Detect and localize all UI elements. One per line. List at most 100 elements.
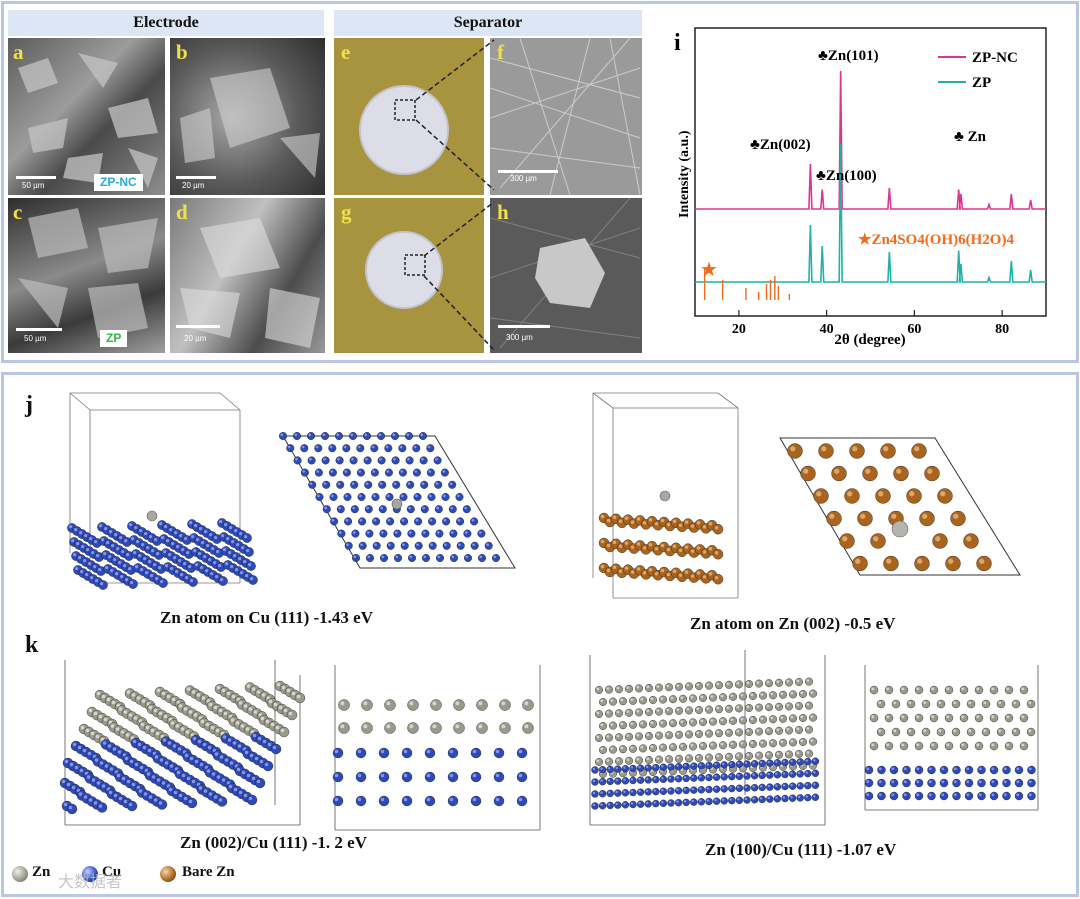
- zn-atom-highlight: [706, 707, 710, 710]
- zn-atom-highlight: [93, 711, 98, 716]
- cu-atom-highlight: [143, 557, 147, 561]
- zn-atom: [798, 737, 807, 746]
- cu-atom-highlight: [237, 744, 242, 748]
- zn-atom-highlight: [616, 710, 620, 714]
- zn-atom-highlight: [265, 719, 270, 724]
- zn-atom: [788, 714, 797, 723]
- zn-atom: [764, 679, 773, 688]
- cu-atom-highlight: [94, 540, 98, 544]
- zn-atom-highlight: [1006, 687, 1010, 691]
- cu-atom-top: [442, 517, 451, 526]
- cu-atom-top-highlight: [413, 445, 417, 449]
- cu-atom: [470, 795, 482, 807]
- panel-letter-i: i: [674, 30, 681, 56]
- zn-atom-highlight: [923, 701, 927, 705]
- zn-atom-highlight: [766, 728, 770, 732]
- zn-atom: [615, 733, 624, 742]
- cu-atom-highlight: [245, 574, 249, 578]
- cu-atom-top: [393, 529, 402, 538]
- zn-atom-highlight: [650, 769, 654, 773]
- cu-atom-highlight: [334, 797, 339, 802]
- zn-atom: [734, 728, 743, 737]
- zn-atom-highlight: [770, 740, 774, 744]
- zn-atom-highlight: [606, 759, 610, 762]
- zn-atom-highlight: [1021, 743, 1025, 747]
- zn-atom: [648, 719, 657, 728]
- zn-atom-highlight: [640, 697, 644, 701]
- zn-atom-highlight: [163, 714, 168, 719]
- zn-atom: [639, 744, 648, 753]
- cu-atom: [728, 796, 736, 805]
- zn-atom: [778, 690, 787, 699]
- zn-atom: [714, 729, 723, 738]
- zn-atom-highlight: [251, 687, 256, 691]
- zn-atom-highlight: [626, 734, 630, 737]
- cu-atom: [788, 794, 797, 802]
- zn-atom-highlight: [340, 724, 345, 729]
- separator-disc-e: [359, 85, 449, 175]
- cu-atom-top-highlight: [401, 518, 405, 522]
- cu-atom-highlight: [638, 765, 641, 769]
- cu-atom-highlight: [714, 762, 717, 766]
- zn-atom: [929, 685, 939, 695]
- cu-atom-highlight: [813, 795, 816, 798]
- cu-atom-highlight: [183, 796, 188, 801]
- zn-atom: [522, 699, 534, 711]
- cu-atom-top-highlight: [345, 494, 348, 498]
- cu-atom-highlight: [225, 562, 229, 566]
- cu-atom-highlight: [233, 787, 238, 792]
- zn-atom-highlight: [256, 690, 261, 694]
- cu-atom-highlight: [136, 540, 140, 544]
- zn-atom-highlight: [286, 688, 291, 693]
- cu-atom-highlight: [139, 529, 143, 533]
- zn-atom-highlight: [1006, 743, 1010, 747]
- cu-atom-highlight: [197, 739, 202, 744]
- cu-atom-top: [342, 468, 351, 477]
- zn-atom-highlight: [716, 706, 720, 710]
- zn-atom: [921, 699, 931, 709]
- cu-atom-highlight: [1003, 767, 1007, 771]
- cu-atom-top: [392, 480, 401, 489]
- cu-atom-top: [342, 444, 351, 453]
- bare-zn-atom-highlight: [660, 568, 665, 573]
- cu-atom-top-highlight: [373, 518, 377, 522]
- cu-atom: [470, 771, 482, 783]
- zn-atom-highlight: [736, 729, 740, 733]
- cu-atom-highlight: [653, 765, 656, 768]
- scale-bar-a: [16, 176, 56, 179]
- cu-atom-highlight: [76, 542, 80, 546]
- cu-atom: [804, 781, 812, 790]
- cu-atom-highlight: [600, 767, 603, 770]
- zn-atom: [605, 733, 614, 742]
- cu-atom-top-highlight: [402, 543, 405, 546]
- zn-atom: [639, 696, 648, 705]
- cu-atom-highlight: [115, 572, 119, 576]
- cu-atom-highlight: [177, 747, 182, 751]
- cu-atom-highlight: [169, 764, 174, 768]
- cu-atom-top: [426, 468, 435, 477]
- zn-atom: [966, 699, 976, 709]
- cu-atom: [690, 786, 698, 794]
- zn-atom: [361, 722, 373, 734]
- zn-atom: [884, 713, 894, 723]
- cu-atom-highlight: [209, 533, 213, 537]
- zn-atom-highlight: [740, 717, 744, 721]
- zn-atom-highlight: [756, 681, 760, 684]
- annotation-zn: ♣ Zn: [954, 129, 987, 145]
- cu-atom-top-highlight: [457, 494, 460, 498]
- zn-atom-highlight: [736, 681, 740, 685]
- bare-zn-atom-top-highlight: [873, 536, 879, 542]
- cu-atom-highlight: [131, 782, 136, 787]
- cu-atom-highlight: [180, 573, 184, 577]
- zn-atom-highlight: [1021, 715, 1025, 719]
- cu-atom-top: [477, 529, 486, 538]
- cu-atom-highlight: [607, 779, 611, 782]
- cu-atom-highlight: [99, 524, 103, 528]
- zn-atom-highlight: [620, 722, 624, 726]
- bare-zn-atom-top: [787, 443, 803, 459]
- scale-bar-d: [176, 325, 220, 328]
- cu-atom-top-highlight: [406, 433, 410, 437]
- zn-atom: [674, 706, 683, 715]
- cu-atom-top: [400, 517, 409, 526]
- cu-atom: [1014, 778, 1024, 788]
